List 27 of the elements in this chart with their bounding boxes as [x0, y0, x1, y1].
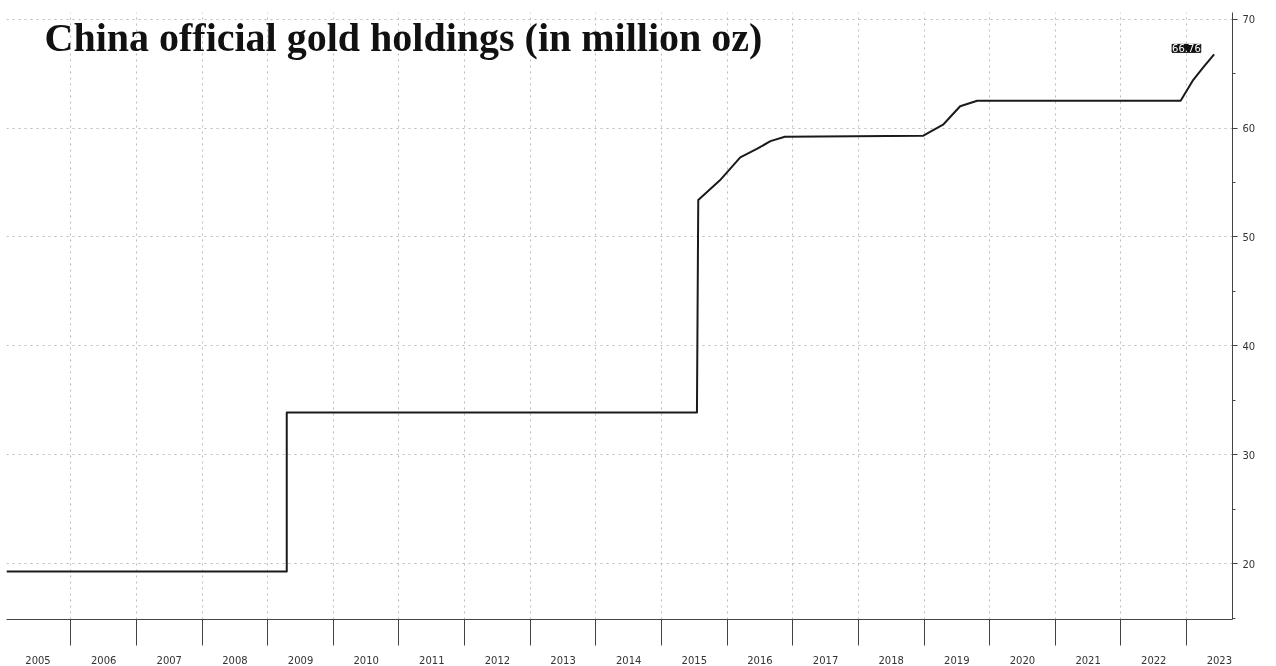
x-tick-label: 2021 [1075, 654, 1101, 666]
x-tick-label: 2019 [944, 654, 970, 666]
y-tick-label: 60 [1242, 123, 1256, 135]
x-tick-label: 2005 [25, 654, 51, 666]
x-tick-label: 2017 [812, 654, 839, 666]
x-tick-label: 2015 [681, 654, 708, 666]
x-tick-label: 2013 [550, 654, 576, 666]
x-tick-label: 2010 [353, 654, 379, 666]
x-tick-label: 2009 [287, 654, 314, 666]
x-tick-label: 2008 [222, 654, 248, 666]
y-tick-label: 40 [1242, 340, 1256, 352]
x-tick-label: 2006 [90, 654, 117, 666]
y-tick-label: 20 [1242, 558, 1256, 570]
x-tick-label: 2007 [156, 654, 182, 666]
annotation: 66.76 [1172, 43, 1201, 55]
x-tick-label: 2018 [878, 654, 904, 666]
chart-title: China official gold holdings (in million oz) [44, 14, 763, 60]
x-tick-label: 2020 [1009, 654, 1036, 666]
x-tick-label: 2022 [1141, 654, 1167, 666]
x-tick-label: 2016 [747, 654, 773, 666]
y-tick-label: 30 [1242, 449, 1256, 461]
x-tick-label: 2014 [615, 654, 642, 666]
y-tick-label: 70 [1242, 14, 1256, 26]
x-tick-label: 2011 [419, 654, 445, 666]
x-tick-label: 2023 [1206, 654, 1233, 666]
x-tick-label: 2012 [484, 654, 511, 666]
y-tick-label: 50 [1242, 231, 1256, 243]
